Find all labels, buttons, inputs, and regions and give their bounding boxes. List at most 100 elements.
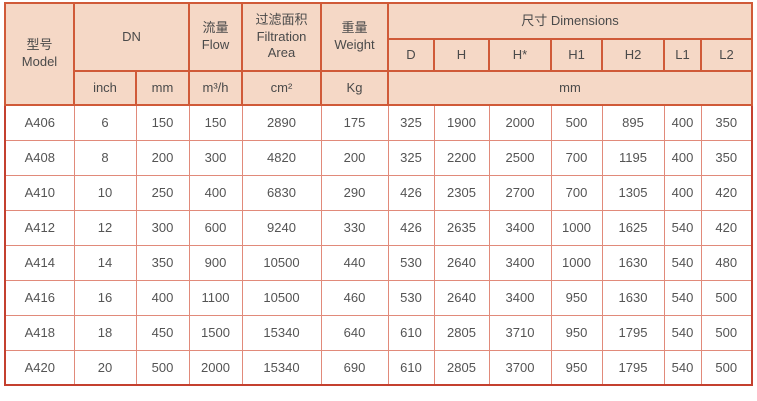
header-row-3: inch mm m³/h cm² Kg mm (5, 70, 754, 106)
cell-dim-h2: 1625 (601, 209, 665, 246)
cell-flow: 600 (188, 209, 243, 246)
cell-model: A412 (4, 209, 75, 246)
cell-weight: 690 (320, 349, 389, 386)
cell-dim-h: 2305 (433, 174, 490, 211)
cell-dim-h1: 950 (550, 279, 603, 316)
cell-dn-mm: 200 (135, 139, 190, 176)
cell-dim-d: 610 (387, 314, 435, 351)
cell-dim-hstar: 2500 (488, 139, 552, 176)
table-row: A414 14 350 900 10500 440 530 2640 3400 1000 1630 5… (4, 244, 753, 281)
cell-dim-hstar: 2700 (488, 174, 552, 211)
cell-filtration-area: 10500 (241, 244, 322, 281)
cell-dim-l1: 540 (663, 209, 702, 246)
table-header: 型号 Model DN 流量 Flow 过滤面积 Filtration Area… (4, 2, 754, 106)
unit-filtration: cm² (241, 70, 322, 106)
cell-dim-h1: 500 (550, 104, 603, 141)
cell-model: A416 (4, 279, 75, 316)
cell-filtration-area: 9240 (241, 209, 322, 246)
cell-dim-h2: 895 (601, 104, 665, 141)
cell-dn-mm: 400 (135, 279, 190, 316)
cell-dim-l2: 500 (700, 314, 753, 351)
unit-dn-mm: mm (135, 70, 190, 106)
table-row: A406 6 150 150 2890 175 325 1900 2000 500 895 400 35… (4, 104, 753, 141)
table-row: A408 8 200 300 4820 200 325 2200 2500 700 1195 400 3… (4, 139, 753, 176)
cell-flow: 1100 (188, 279, 243, 316)
cell-dn-inch: 6 (73, 104, 137, 141)
cell-dim-d: 610 (387, 349, 435, 386)
unit-dimensions: mm (386, 70, 754, 106)
cell-dn-mm: 150 (135, 104, 190, 141)
cell-dim-l2: 420 (700, 174, 753, 211)
col-header-weight-en: Weight (334, 37, 375, 52)
cell-dim-h: 2640 (433, 279, 490, 316)
cell-dim-l2: 480 (700, 244, 753, 281)
cell-dn-inch: 14 (73, 244, 137, 281)
cell-dn-inch: 8 (73, 139, 137, 176)
unit-flow: m³/h (188, 70, 243, 106)
cell-dn-inch: 12 (73, 209, 137, 246)
cell-dim-l2: 350 (700, 104, 753, 141)
cell-dim-d: 426 (387, 209, 435, 246)
cell-weight: 640 (320, 314, 389, 351)
col-header-flow: 流量 Flow (188, 2, 243, 72)
unit-weight: Kg (320, 70, 389, 106)
cell-dn-inch: 16 (73, 279, 137, 316)
col-header-flow-en: Flow (201, 37, 230, 52)
col-header-weight: 重量 Weight (320, 2, 389, 72)
cell-model: A410 (4, 174, 75, 211)
cell-dim-d: 426 (387, 174, 435, 211)
cell-dim-hstar: 3700 (488, 349, 552, 386)
cell-dim-h1: 700 (550, 174, 603, 211)
cell-filtration-area: 15340 (241, 314, 322, 351)
cell-flow: 150 (188, 104, 243, 141)
cell-filtration-area: 2890 (241, 104, 322, 141)
cell-dim-h2: 1630 (601, 279, 665, 316)
cell-dim-hstar: 3400 (488, 244, 552, 281)
cell-dn-mm: 300 (135, 209, 190, 246)
table-body: A406 6 150 150 2890 175 325 1900 2000 500 895 400 35… (4, 104, 753, 386)
cell-dn-mm: 500 (135, 349, 190, 386)
cell-dim-d: 325 (387, 104, 435, 141)
cell-dim-l1: 540 (663, 314, 702, 351)
cell-dim-hstar: 3400 (488, 279, 552, 316)
col-header-filtration-en: Filtration Area (256, 28, 307, 61)
cell-dim-h2: 1795 (601, 314, 665, 351)
cell-dim-h2: 1630 (601, 244, 665, 281)
cell-flow: 1500 (188, 314, 243, 351)
cell-dim-h: 2805 (433, 349, 490, 386)
col-header-weight-zh: 重量 (341, 20, 368, 36)
cell-dim-h2: 1795 (601, 349, 665, 386)
cell-dim-h1: 1000 (550, 244, 603, 281)
cell-dn-inch: 10 (73, 174, 137, 211)
col-header-dim-h1: H1 (550, 38, 603, 72)
table-row: A420 20 500 2000 15340 690 610 2805 3700 950 1795 5… (4, 349, 753, 386)
cell-dim-h: 2640 (433, 244, 490, 281)
cell-dim-d: 530 (387, 279, 435, 316)
col-header-dim-h: H (433, 38, 490, 72)
col-header-model-zh: 型号 (26, 37, 53, 53)
cell-weight: 460 (320, 279, 389, 316)
col-header-dim-d: D (387, 38, 435, 72)
table-row: A418 18 450 1500 15340 640 610 2805 3710 950 1795 5… (4, 314, 753, 351)
cell-flow: 400 (188, 174, 243, 211)
cell-model: A418 (4, 314, 75, 351)
cell-dn-mm: 350 (135, 244, 190, 281)
cell-weight: 200 (320, 139, 389, 176)
cell-dim-h: 2200 (433, 139, 490, 176)
cell-dim-hstar: 3400 (488, 209, 552, 246)
cell-dim-hstar: 2000 (488, 104, 552, 141)
col-header-dn: DN (73, 2, 190, 72)
cell-dn-inch: 20 (73, 349, 137, 386)
cell-flow: 300 (188, 139, 243, 176)
col-header-filtration-zh: 过滤面积 (255, 11, 308, 27)
unit-dn-inch: inch (73, 70, 137, 106)
cell-dim-h1: 700 (550, 139, 603, 176)
cell-dim-l1: 540 (663, 279, 702, 316)
cell-dim-l2: 500 (700, 279, 753, 316)
col-header-flow-zh: 流量 (202, 20, 229, 36)
cell-dim-l2: 500 (700, 349, 753, 386)
cell-filtration-area: 10500 (241, 279, 322, 316)
cell-filtration-area: 15340 (241, 349, 322, 386)
cell-dim-h2: 1305 (601, 174, 665, 211)
col-header-dim-hstar: H* (488, 38, 552, 72)
